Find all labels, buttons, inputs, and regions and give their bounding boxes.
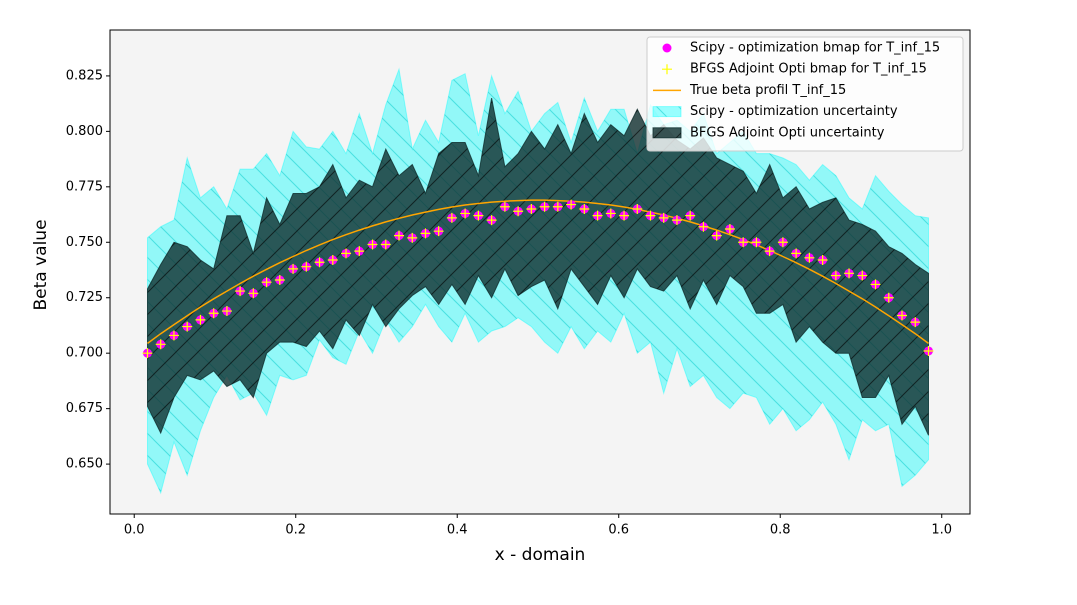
- plus-marker: [738, 237, 749, 248]
- plus-marker: [341, 248, 352, 259]
- plus-marker: [168, 330, 179, 341]
- plus-marker: [566, 199, 577, 210]
- plus-marker: [883, 292, 894, 303]
- plus-marker: [182, 321, 193, 332]
- y-tick-label: 0.825: [66, 68, 103, 83]
- x-tick-label: 1.0: [931, 523, 952, 538]
- plus-marker: [142, 348, 153, 359]
- plus-marker: [658, 212, 669, 223]
- y-tick-label: 0.650: [66, 457, 103, 472]
- plus-marker: [195, 314, 206, 325]
- plus-marker: [327, 255, 338, 266]
- plus-marker: [433, 226, 444, 237]
- plus-marker: [830, 270, 841, 281]
- plus-marker: [354, 246, 365, 257]
- legend-label: True beta profil T_inf_15: [689, 83, 846, 98]
- y-axis-label: Beta value: [31, 219, 51, 310]
- plus-marker: [552, 201, 563, 212]
- plus-marker: [208, 308, 219, 319]
- plus-marker: [380, 239, 391, 250]
- plus-marker: [394, 230, 405, 241]
- plus-marker: [367, 239, 378, 250]
- legend-marker: [662, 64, 672, 75]
- x-tick-label: 0.6: [608, 523, 629, 538]
- plus-marker: [698, 221, 709, 232]
- plus-marker: [235, 286, 246, 297]
- true-profile-line: [147, 199, 929, 345]
- legend-label: BFGS Adjoint Opti uncertainty: [690, 125, 885, 140]
- plus-marker: [499, 201, 510, 212]
- legend-label: BFGS Adjoint Opti bmap for T_inf_15: [690, 62, 927, 77]
- plus-marker: [751, 237, 762, 248]
- plus-marker: [791, 248, 802, 259]
- legend-marker: [662, 43, 672, 53]
- x-tick-label: 0.8: [770, 523, 791, 538]
- plus-marker: [460, 208, 471, 219]
- plus-marker: [579, 204, 590, 215]
- data-layer: [142, 67, 934, 495]
- y-tick-label: 0.725: [66, 290, 103, 305]
- plus-marker: [711, 230, 722, 241]
- legend: Scipy - optimization bmap for T_inf_15 BF…: [646, 36, 964, 152]
- plus-marker: [274, 274, 285, 285]
- plus-marker: [897, 310, 908, 321]
- plus-marker: [910, 317, 921, 328]
- plus-marker: [764, 246, 775, 257]
- x-axis-label: x - domain: [495, 545, 586, 565]
- plus-marker: [155, 339, 166, 350]
- plus-marker: [857, 270, 868, 281]
- y-tick-label: 0.775: [66, 179, 103, 194]
- plus-marker: [526, 204, 537, 215]
- plus-marker: [605, 208, 616, 219]
- legend-swatch-hatch: [653, 127, 681, 138]
- x-tick-label: 0.4: [447, 523, 468, 538]
- y-tick-label: 0.675: [66, 401, 103, 416]
- plus-marker: [645, 210, 656, 221]
- legend-swatch-hatch: [653, 106, 681, 117]
- y-tick-label: 0.700: [66, 346, 103, 361]
- plus-marker: [923, 345, 934, 356]
- plus-marker: [446, 212, 457, 223]
- legend-box: [646, 36, 964, 152]
- plus-marker: [473, 210, 484, 221]
- plus-marker: [724, 223, 735, 234]
- plus-marker: [407, 232, 418, 243]
- uncertainty-band: [147, 98, 929, 436]
- plus-marker: [870, 279, 881, 290]
- plus-marker: [248, 288, 259, 299]
- plus-marker: [420, 228, 431, 239]
- plus-marker: [685, 210, 696, 221]
- band-hatch: [147, 98, 929, 436]
- plus-marker: [314, 257, 325, 268]
- y-tick-label: 0.800: [66, 124, 103, 139]
- legend-label: Scipy - optimization uncertainty: [690, 104, 898, 119]
- plus-marker: [486, 215, 497, 226]
- y-tick-label: 0.750: [66, 235, 103, 250]
- plus-marker: [777, 237, 788, 248]
- plus-marker: [539, 201, 550, 212]
- plus-marker: [301, 261, 312, 272]
- plus-marker: [844, 268, 855, 279]
- plus-marker: [817, 255, 828, 266]
- plus-marker: [592, 210, 603, 221]
- plus-marker: [513, 206, 524, 217]
- x-tick-label: 0.0: [124, 523, 145, 538]
- legend-label: Scipy - optimization bmap for T_inf_15: [690, 41, 940, 56]
- plus-marker: [804, 252, 815, 263]
- plus-marker: [671, 215, 682, 226]
- plus-marker: [632, 204, 643, 215]
- plus-marker: [261, 277, 272, 288]
- x-tick-label: 0.2: [285, 523, 306, 538]
- plot-frame: [109, 29, 971, 515]
- plus-marker: [619, 210, 630, 221]
- plus-marker: [221, 306, 232, 317]
- plus-marker: [288, 263, 299, 274]
- plot-area: 0.0 0.2 0.4 0.6 0.8 1.0 0.650 0.675 0.700 0.725 0.…: [66, 29, 971, 538]
